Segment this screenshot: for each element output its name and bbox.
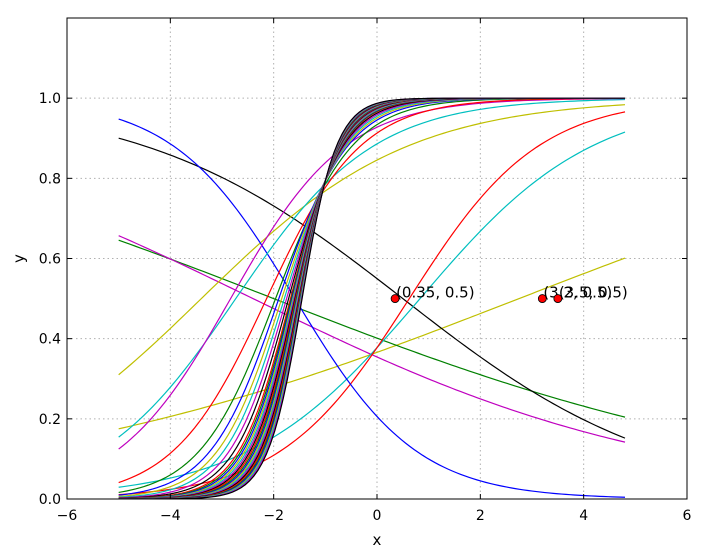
y-tick-label: 0.4 <box>39 332 61 348</box>
series-line-6 <box>118 104 626 376</box>
series-line-37 <box>118 97 625 499</box>
series-line-7 <box>118 118 626 498</box>
data-point-2 <box>553 294 563 303</box>
y-tick-label: 0.2 <box>39 412 61 428</box>
series-line-10 <box>118 97 626 484</box>
point-label-0: (0.35, 0.5) <box>396 284 475 302</box>
y-tick-label: 0.8 <box>39 171 61 187</box>
points-layer: (0.35, 0.5) (3.2, 0.5)(3.5, 0.5) <box>390 284 628 303</box>
series-line-4 <box>118 131 626 488</box>
y-tick-label: 0.0 <box>39 492 61 508</box>
plot-area: (0.35, 0.5) (3.2, 0.5)(3.5, 0.5) <box>118 97 628 499</box>
x-tick-label: 6 <box>683 508 692 524</box>
series-line-5 <box>118 111 626 496</box>
grid <box>67 18 687 499</box>
x-axis-label: x <box>373 531 382 549</box>
x-tick-label: −4 <box>160 508 181 524</box>
ticks-layer: −6 −4 −2 0 2 4 6 0.0 0.2 0.4 0.6 0.8 1.0 <box>39 18 692 524</box>
data-point-1 <box>537 294 547 303</box>
x-tick-label: 2 <box>476 508 485 524</box>
y-axis-label: y <box>10 254 28 263</box>
x-tick-label: −2 <box>263 508 284 524</box>
x-tick-label: −6 <box>57 508 78 524</box>
y-tick-label: 1.0 <box>39 91 61 107</box>
series-line-1 <box>118 239 626 418</box>
series-line-9 <box>118 97 626 450</box>
series-layer <box>118 97 626 499</box>
x-tick-label: 4 <box>579 508 588 524</box>
point-label-2: (3.5, 0.5) <box>559 284 628 302</box>
x-tick-label: 0 <box>373 508 382 524</box>
y-tick-label: 0.6 <box>39 252 61 268</box>
data-point-0 <box>390 294 400 303</box>
series-line-3 <box>118 137 626 439</box>
